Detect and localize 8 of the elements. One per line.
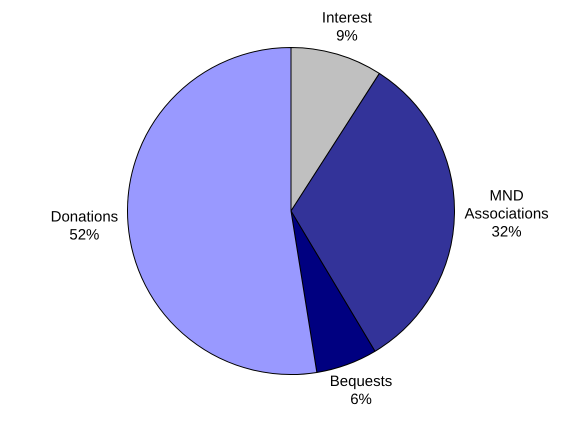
data-label: 32% (492, 223, 522, 240)
data-label: 52% (69, 226, 100, 244)
slice-label: Bequests (330, 373, 392, 390)
slice-label: Interest (322, 9, 373, 26)
data-label: 9% (336, 27, 358, 44)
slice-label: MND Associations (464, 187, 549, 222)
data-label: 6% (350, 391, 372, 408)
slice-label: Donations (50, 208, 118, 226)
